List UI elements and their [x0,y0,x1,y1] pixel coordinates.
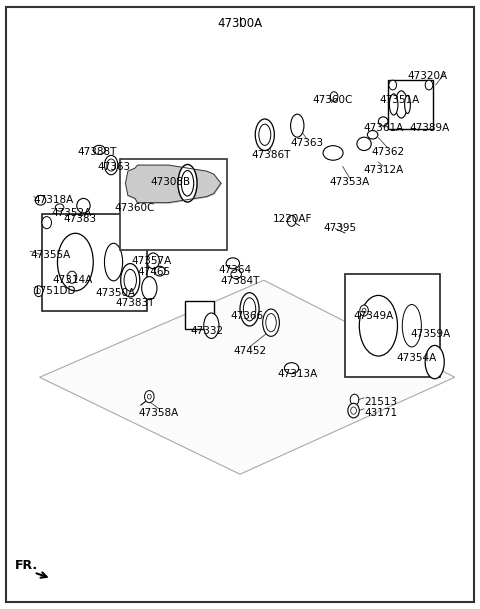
Text: 47351A: 47351A [380,96,420,105]
Text: 47300A: 47300A [217,16,263,30]
Polygon shape [39,280,455,474]
Ellipse shape [402,304,421,347]
Text: 47383T: 47383T [115,298,155,308]
Ellipse shape [105,155,118,175]
Ellipse shape [124,269,136,291]
Circle shape [350,394,359,405]
Text: 47364: 47364 [219,265,252,275]
Text: 47358A: 47358A [139,407,179,418]
Text: 47349A: 47349A [353,311,394,320]
Circle shape [360,305,368,316]
Text: 47332: 47332 [190,326,223,336]
Ellipse shape [231,270,241,279]
Text: 47320A: 47320A [408,71,447,81]
Text: 21513: 21513 [364,396,397,407]
Bar [120,159,227,250]
Circle shape [34,286,43,297]
Ellipse shape [323,146,343,160]
Circle shape [351,407,357,414]
Ellipse shape [77,199,90,213]
Ellipse shape [58,233,93,291]
Ellipse shape [405,96,410,113]
Ellipse shape [107,159,116,171]
Text: 47362: 47362 [372,147,405,157]
Text: 1220AF: 1220AF [273,214,312,224]
Text: 47452: 47452 [233,346,266,356]
Text: 47359A: 47359A [411,329,451,339]
Circle shape [389,80,396,90]
Text: 47352A: 47352A [51,208,92,217]
Text: 47350A: 47350A [96,288,136,298]
Ellipse shape [263,309,279,336]
Text: 47383: 47383 [63,214,96,224]
Ellipse shape [360,295,397,356]
Ellipse shape [367,130,378,139]
Text: 47353A: 47353A [330,177,370,187]
Ellipse shape [155,266,165,276]
Text: 47314A: 47314A [53,275,93,286]
Text: 47360C: 47360C [313,96,353,105]
Text: 47361A: 47361A [363,122,403,133]
Ellipse shape [266,314,276,332]
Ellipse shape [93,146,105,155]
Ellipse shape [425,345,444,379]
Text: 47357A: 47357A [132,256,172,266]
Ellipse shape [178,164,197,202]
Text: 47395: 47395 [324,223,357,233]
Circle shape [425,80,433,90]
Ellipse shape [284,363,299,373]
Text: 47354A: 47354A [396,353,437,363]
Circle shape [362,308,366,313]
Circle shape [330,92,338,102]
Ellipse shape [259,124,271,146]
Ellipse shape [120,264,140,297]
Ellipse shape [204,313,219,339]
Ellipse shape [290,114,304,137]
Circle shape [36,289,40,294]
Circle shape [144,390,154,403]
Ellipse shape [55,204,64,211]
Text: 47312A: 47312A [363,165,403,175]
Circle shape [348,403,360,418]
Text: 47355A: 47355A [30,250,70,260]
Ellipse shape [142,276,157,300]
Text: 47360C: 47360C [115,203,155,213]
Text: 47318A: 47318A [34,195,74,205]
Text: 47389A: 47389A [410,122,450,133]
Bar [388,80,433,128]
Text: 47313A: 47313A [277,370,317,379]
Text: 1751DD: 1751DD [34,286,76,297]
Text: FR.: FR. [15,560,38,572]
Bar [345,274,441,377]
Text: 47465: 47465 [138,267,171,277]
Ellipse shape [378,117,388,126]
Text: 47363: 47363 [97,162,130,172]
Circle shape [287,216,296,227]
Text: 47308B: 47308B [151,177,191,187]
Bar [185,301,214,329]
Ellipse shape [255,119,275,150]
Ellipse shape [396,91,407,118]
Ellipse shape [243,298,256,321]
Text: 47363: 47363 [290,138,324,148]
Bar [42,214,147,311]
Circle shape [42,217,51,229]
Text: 47388T: 47388T [77,147,117,157]
Text: 43171: 43171 [364,407,397,418]
Ellipse shape [35,195,46,205]
Ellipse shape [389,94,398,115]
Ellipse shape [357,137,371,150]
Ellipse shape [181,171,194,196]
Ellipse shape [105,243,122,281]
Circle shape [137,217,147,229]
Circle shape [67,271,77,283]
Text: 47386T: 47386T [252,150,291,160]
Circle shape [147,253,159,269]
Text: 47384T: 47384T [220,276,260,286]
Ellipse shape [240,293,259,326]
Text: 47366: 47366 [230,311,264,320]
Ellipse shape [226,258,240,269]
Circle shape [147,394,151,399]
